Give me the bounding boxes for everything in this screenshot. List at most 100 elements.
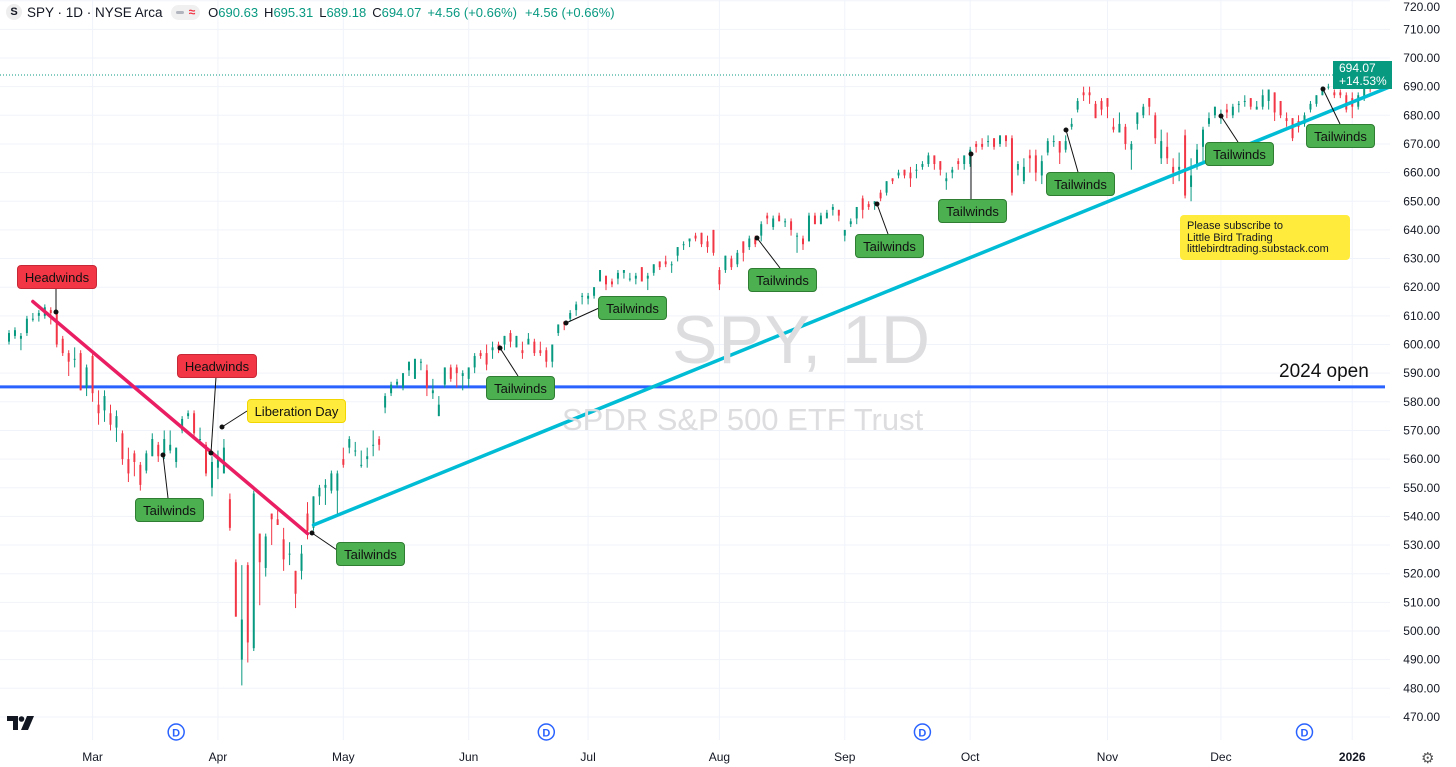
candle-body [193,413,196,434]
candle-body [939,161,942,170]
candle-body [873,201,876,205]
open-line-label: 2024 open [1279,361,1369,382]
candle-body [67,353,70,362]
symbol-title[interactable]: SPY · 1D · NYSE Arca [27,4,163,20]
anchor-dot [1320,86,1326,92]
price-tick-label: 490.00 [1403,653,1440,667]
tailwinds-label[interactable]: Tailwinds [336,542,405,566]
candle-body [205,444,208,474]
indicator-toggle[interactable]: ≈ [170,4,201,20]
candle-body [1309,103,1312,110]
candle-body [724,255,727,271]
tailwinds-label[interactable]: Tailwinds [855,234,924,258]
high-label: H [264,4,274,20]
candle-body [366,456,369,460]
candle-body [909,172,912,179]
candle-body [640,267,643,282]
last-price-label: 694.07 +14.53% [1333,61,1392,89]
candle-body [103,396,106,411]
dividend-marker-icon[interactable] [537,723,556,741]
candle-body [1004,135,1007,142]
candle-body [318,487,321,497]
price-tick-label: 680.00 [1403,108,1440,122]
headwinds-label[interactable]: Headwinds [17,265,97,289]
candle-body [837,209,840,216]
candle-body [760,224,763,236]
tailwinds-label[interactable]: Tailwinds [938,199,1007,223]
dividend-marker-icon[interactable] [167,723,185,741]
candle-body [610,281,613,285]
dividend-marker-label: D [172,728,180,740]
subscribe-note[interactable]: Please subscribe to Little Bird Trading … [1180,215,1350,260]
candle-body [921,164,924,167]
last-price: 694.07 [1339,61,1376,75]
candle-body [587,295,590,299]
candle-body [730,258,733,268]
candle-body [384,396,387,408]
candle-body [1016,164,1019,170]
candle-body [1076,100,1079,110]
price-tick-label: 510.00 [1403,595,1440,609]
settings-gear-icon[interactable]: ⚙ [1421,750,1435,767]
dividend-marker-icon[interactable] [913,723,932,741]
tailwinds-label[interactable]: Tailwinds [1306,124,1375,148]
candle-body [199,439,202,441]
tailwinds-label[interactable]: Tailwinds [748,268,817,292]
candle-body [807,215,810,242]
tailwinds-label[interactable]: Tailwinds [598,296,667,320]
leader-line [1065,129,1079,173]
candle-body [790,221,793,230]
downtrend-line[interactable] [31,299,310,536]
candle-body [1207,118,1210,124]
candle-body [1136,112,1139,124]
candle-body [778,215,781,222]
candle-body [330,473,333,491]
candle-body [8,333,10,342]
liberation-day-label[interactable]: Liberation Day [247,399,346,423]
price-tick-label: 630.00 [1403,252,1440,266]
time-axis[interactable]: Mar Apr May Jun Jul Aug Sep Oct Nov Dec 2026 D D D D [82,723,1366,764]
candle-body [85,367,88,388]
candle-body [354,450,357,452]
tailwinds-label[interactable]: Tailwinds [135,498,204,522]
candle-body [210,461,213,488]
candle-body [240,619,243,660]
price-axis[interactable]: 470.00 480.00 490.00 500.00 510.00 520.00 530.… [1403,0,1440,724]
candle-body [1148,98,1151,107]
candle-body [1249,98,1252,107]
candle-body [145,453,148,471]
leader-line [565,307,600,324]
candle-body [79,353,82,391]
candle-body [861,198,864,210]
dividend-marker-icon[interactable] [1295,723,1314,741]
candle-body [348,439,351,448]
tailwinds-label[interactable]: Tailwinds [1046,172,1115,196]
candle-body [975,143,978,147]
candle-body [378,439,381,445]
candle-body [1363,83,1366,99]
anchor-dot [309,530,315,536]
candle-body [264,536,267,568]
candle-body [121,433,124,460]
candle-body [593,287,596,296]
tailwinds-label[interactable]: Tailwinds [486,376,555,400]
tradingview-logo-icon[interactable] [7,715,35,731]
candle-body [891,178,894,182]
note-line[interactable]: littlebirdtrading.substack.com [1187,243,1329,255]
candle-body [1267,89,1270,101]
candle-body [467,367,470,379]
candle-body [360,464,363,466]
candle-body [569,312,572,319]
candle-body [993,138,996,147]
candle-body [963,155,966,165]
candle-body [915,169,918,171]
leader-line [1220,115,1239,143]
candle-body [485,353,488,365]
tailwinds-label[interactable]: Tailwinds [1205,142,1274,166]
candle-body [1064,141,1067,150]
candle-body [658,261,661,268]
candle-body [1255,106,1258,110]
headwinds-label[interactable]: Headwinds [177,354,257,378]
ohlc-open: O690.63 [208,5,258,20]
